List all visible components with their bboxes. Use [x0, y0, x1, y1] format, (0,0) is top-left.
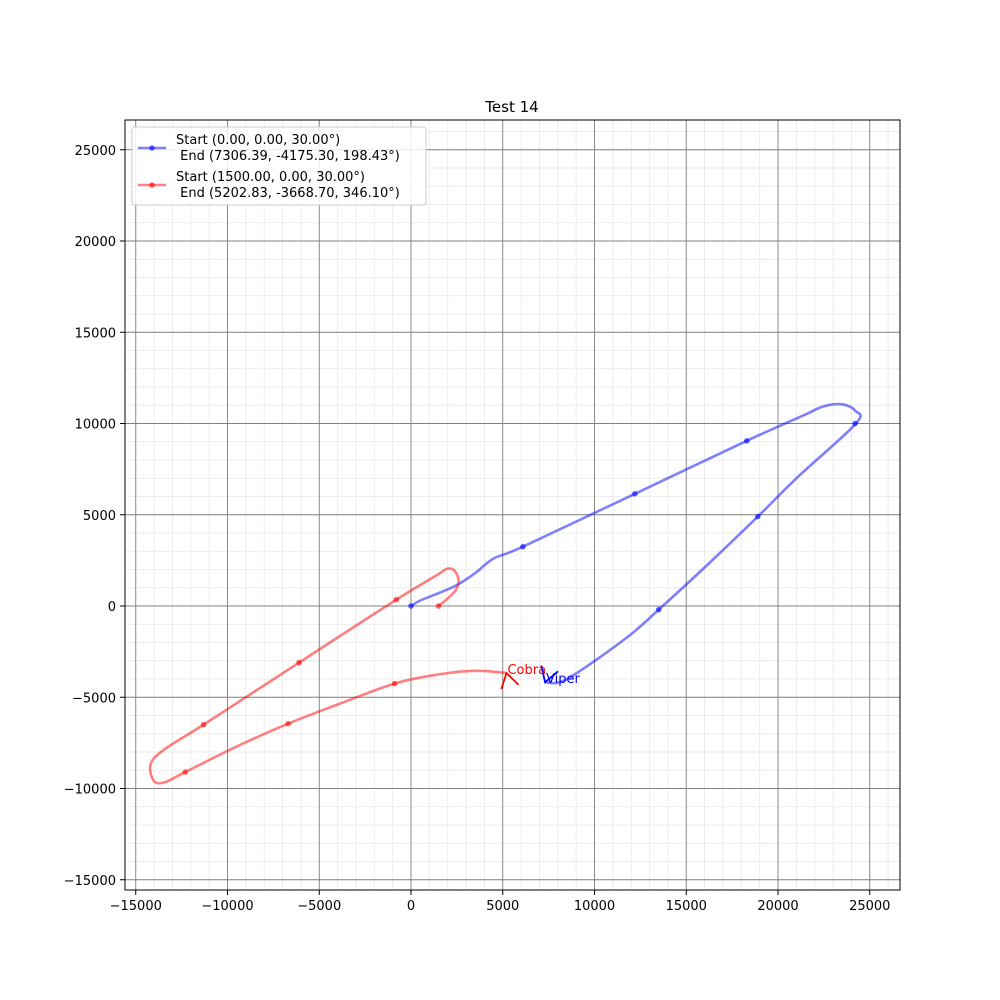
legend-label-line2: End (7306.39, -4175.30, 198.43°) — [176, 149, 400, 164]
y-tick-label: 15000 — [75, 326, 116, 341]
y-tick-label: 5000 — [83, 509, 116, 524]
y-axis: −15000 −10000 −5000 0 5000 10000 15000 20000 250… — [64, 144, 125, 889]
x-tick-label: −15000 — [110, 899, 162, 914]
series-point — [852, 420, 858, 427]
series-point — [632, 490, 638, 497]
y-tick-label: −10000 — [64, 783, 116, 798]
legend-entry: Start (1500.00, 0.00, 30.00°) End (5202.… — [138, 170, 400, 201]
y-tick-label: −15000 — [64, 874, 116, 889]
series-point — [408, 603, 414, 609]
x-tick-label: 5000 — [486, 899, 519, 914]
series-point — [435, 603, 442, 609]
legend: Start (0.00, 0.00, 30.00°) End (7306.39,… — [131, 126, 427, 206]
series-point — [391, 680, 398, 687]
end-label: Viper — [546, 672, 580, 687]
legend-marker — [149, 182, 155, 188]
series-point — [200, 721, 207, 728]
legend-label-line1: Start (0.00, 0.00, 30.00°) — [176, 133, 340, 148]
series-cobra: Cobra — [148, 567, 546, 785]
chart-title: Test 14 — [484, 98, 538, 116]
legend-box — [131, 126, 427, 206]
x-tick-label: 15000 — [666, 899, 707, 914]
x-tick-label: −5000 — [297, 899, 341, 914]
x-tick-label: 10000 — [574, 899, 615, 914]
end-arrow — [540, 665, 559, 684]
x-tick-label: −10000 — [201, 899, 253, 914]
y-tick-label: 0 — [108, 600, 116, 615]
series-point — [755, 513, 761, 520]
major-grid — [125, 120, 900, 890]
plot-area-frame — [124, 119, 901, 891]
series-viper: Viper — [408, 402, 862, 687]
x-tick-label: 25000 — [849, 899, 890, 914]
end-label: Cobra — [507, 663, 546, 678]
series-point — [393, 596, 400, 603]
series-point — [744, 438, 750, 444]
y-tick-label: 25000 — [75, 144, 116, 159]
series-point — [655, 606, 662, 613]
series-point — [182, 769, 189, 775]
legend-label-line2: End (5202.83, -3668.70, 346.10°) — [176, 186, 400, 201]
x-tick-label: 0 — [407, 899, 415, 914]
x-axis: −15000 −10000 −5000 0 5000 10000 15000 20000 250… — [110, 890, 890, 914]
end-arrow — [500, 671, 520, 690]
y-tick-label: 10000 — [75, 418, 116, 433]
legend-label-line1: Start (1500.00, 0.00, 30.00°) — [176, 170, 365, 185]
series-line — [148, 567, 507, 785]
y-tick-label: 20000 — [75, 235, 116, 250]
legend-entry: Start (0.00, 0.00, 30.00°) End (7306.39,… — [138, 133, 400, 164]
series-point — [520, 543, 526, 550]
y-tick-label: −5000 — [72, 691, 116, 706]
series-point — [296, 659, 302, 666]
x-tick-label: 20000 — [757, 899, 798, 914]
series-point — [285, 720, 291, 727]
legend-marker — [149, 145, 155, 151]
series-line — [410, 402, 862, 685]
